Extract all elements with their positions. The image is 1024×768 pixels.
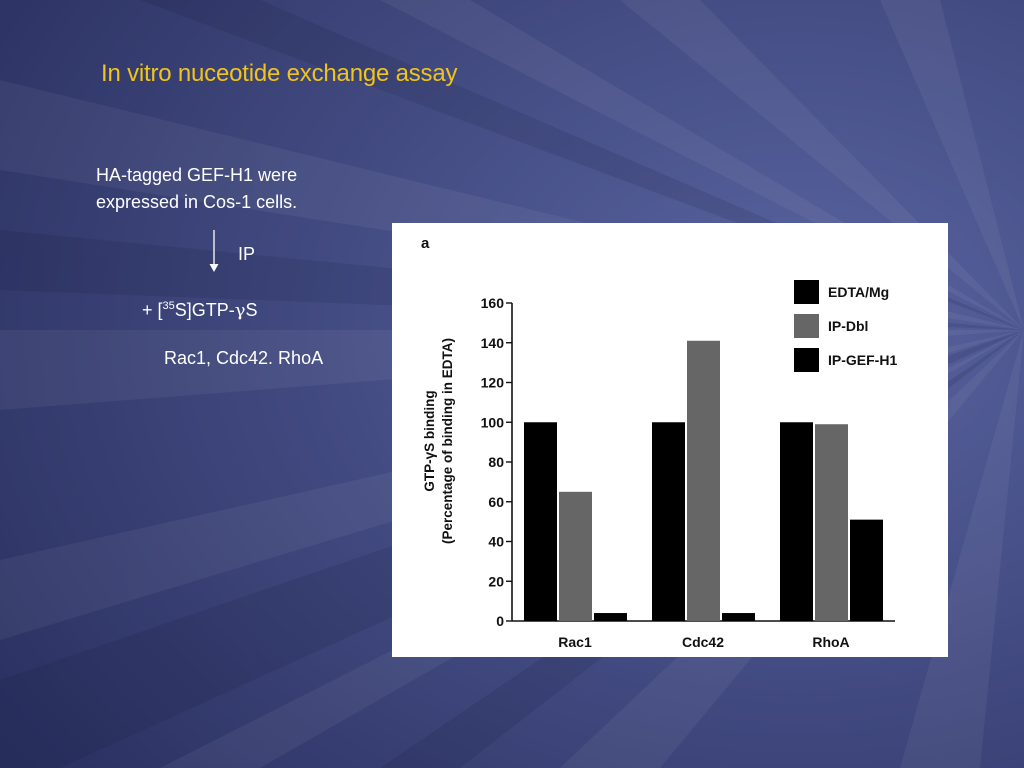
legend-swatch bbox=[794, 314, 819, 338]
bar-chart: a GTP-γS binding (Percentage of binding … bbox=[421, 235, 897, 650]
intro-line-2: expressed in Cos-1 cells. bbox=[96, 192, 298, 212]
bar-cdc42-ip-dbl bbox=[687, 340, 720, 621]
bar-rhoa-edta-mg bbox=[780, 422, 813, 621]
y-axis-title-line-1: GTP-γS binding bbox=[422, 390, 437, 491]
down-arrow-icon bbox=[209, 230, 219, 272]
chart-legend: EDTA/Mg IP-Dbl IP-GEF-H1 bbox=[794, 280, 897, 372]
x-tick-label: Rac1 bbox=[558, 634, 592, 650]
intro-line-1: HA-tagged GEF-H1 were bbox=[96, 165, 298, 185]
y-tick-label: 40 bbox=[488, 534, 504, 550]
bar-rhoa-ip-gef-h1 bbox=[850, 519, 883, 621]
bar-rac1-ip-dbl bbox=[559, 491, 592, 621]
x-tick-label: Cdc42 bbox=[682, 634, 724, 650]
intro-text: HA-tagged GEF-H1 were expressed in Cos-1… bbox=[96, 162, 396, 216]
reagent-isotope: 35 bbox=[162, 300, 175, 312]
bar-cdc42-edta-mg bbox=[652, 422, 685, 621]
y-tick-label: 60 bbox=[488, 494, 504, 510]
legend-label: EDTA/Mg bbox=[828, 284, 889, 300]
panel-label: a bbox=[421, 235, 430, 252]
y-tick-label: 0 bbox=[496, 613, 504, 629]
reagent-gamma: γ bbox=[234, 300, 246, 321]
reagent-end: S bbox=[245, 300, 258, 320]
reagent-suffix: S]GTP- bbox=[174, 300, 235, 320]
reagent-prefix: + [ bbox=[142, 300, 163, 320]
bar-rac1-edta-mg bbox=[524, 422, 557, 621]
x-tick-label: RhoA bbox=[812, 634, 849, 650]
figure-panel: a GTP-γS binding (Percentage of binding … bbox=[392, 223, 948, 657]
bar-cdc42-ip-gef-h1 bbox=[722, 613, 755, 621]
legend-swatch bbox=[794, 348, 819, 372]
legend-swatch bbox=[794, 280, 819, 304]
legend-label: IP-GEF-H1 bbox=[828, 352, 897, 368]
reagent-label: + [35S]GTP-γS bbox=[142, 300, 258, 321]
ip-label: IP bbox=[238, 244, 256, 264]
y-axis-title: GTP-γS binding (Percentage of binding in… bbox=[422, 338, 455, 544]
y-tick-label: 20 bbox=[488, 573, 504, 589]
bar-rac1-ip-gef-h1 bbox=[594, 613, 627, 621]
y-tick-label: 160 bbox=[481, 295, 505, 311]
bar-rhoa-ip-dbl bbox=[815, 424, 848, 621]
y-tick-label: 80 bbox=[488, 454, 504, 470]
y-tick-label: 120 bbox=[481, 375, 505, 391]
y-axis-title-line-2: (Percentage of binding in EDTA) bbox=[440, 338, 455, 544]
protein-list: Rac1, Cdc42. RhoA bbox=[164, 348, 324, 368]
y-tick-label: 100 bbox=[481, 414, 505, 430]
legend-label: IP-Dbl bbox=[828, 318, 868, 334]
slide-title: In vitro nuceotide exchange assay bbox=[101, 60, 458, 87]
plot-area: 0 20 40 60 80 100 120 140 160 Rac1 Cdc42 RhoA bbox=[481, 295, 895, 650]
y-tick-label: 140 bbox=[481, 335, 505, 351]
